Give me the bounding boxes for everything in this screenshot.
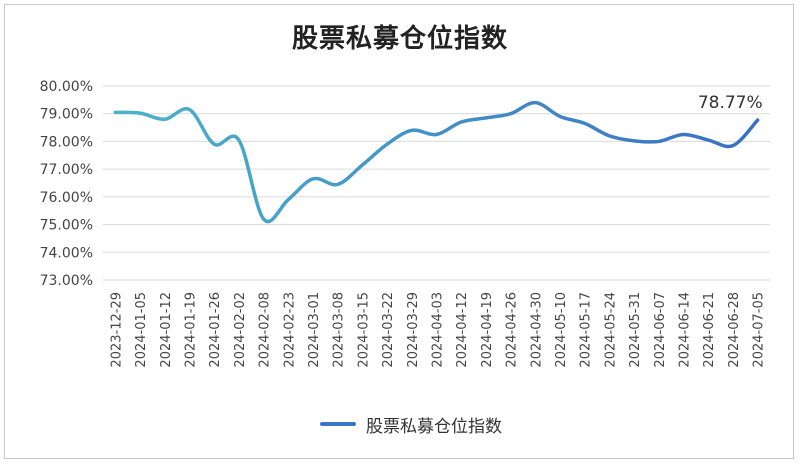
last-value-label: 78.77%: [698, 93, 763, 113]
x-tick-label: 2024-03-08: [332, 292, 347, 368]
y-tick-label: 79.00%: [40, 107, 93, 123]
x-tick-label: 2024-05-17: [579, 292, 594, 368]
series-line: [113, 100, 760, 224]
x-tick-label: 2024-06-07: [653, 292, 668, 368]
x-tick-label: 2024-01-05: [134, 292, 149, 368]
x-tick-label: 2024-01-12: [159, 292, 174, 368]
x-tick-label: 2024-04-30: [529, 292, 544, 368]
x-tick-label: 2024-01-26: [208, 292, 223, 368]
x-tick-label: 2024-02-02: [233, 292, 248, 368]
y-tick-label: 77.00%: [40, 162, 93, 178]
grid-lines: [103, 85, 770, 281]
x-tick-label: 2023-12-29: [109, 292, 124, 368]
y-tick-label: 74.00%: [40, 245, 93, 261]
chart-title: 股票私募仓位指数: [291, 24, 508, 54]
x-tick-label: 2024-06-14: [678, 292, 693, 368]
x-tick-label: 2024-03-01: [307, 292, 322, 368]
y-tick-label: 75.00%: [40, 218, 93, 234]
x-tick-label: 2024-01-19: [183, 292, 198, 368]
chart-frame: [4, 4, 794, 459]
x-tick-label: 2024-02-23: [282, 292, 297, 368]
legend-label: 股票私募仓位指数: [366, 416, 502, 437]
y-tick-label: 80.00%: [40, 79, 93, 95]
x-tick-label: 2024-03-15: [356, 292, 371, 368]
x-tick-label: 2024-04-12: [455, 292, 470, 368]
series-layer: [113, 100, 760, 224]
y-tick-label: 78.00%: [40, 134, 93, 150]
x-tick-label: 2024-05-10: [554, 292, 569, 368]
x-tick-label: 2024-03-22: [381, 292, 396, 368]
y-tick-label: 73.00%: [40, 273, 93, 289]
legend: 股票私募仓位指数: [320, 412, 502, 437]
y-axis-ticks: 80.00% 79.00% 78.00% 77.00% 76.00% 75.00% 74.0…: [40, 79, 93, 289]
x-tick-label: 2024-05-24: [603, 292, 618, 368]
x-tick-label: 2024-06-28: [727, 292, 742, 368]
y-tick-label: 76.00%: [40, 190, 93, 206]
x-axis-ticks: 2023-12-29 2024-01-05 2024-01-12 2024-01-19…: [109, 292, 766, 368]
x-tick-label: 2024-02-08: [258, 292, 273, 368]
legend-swatch: [320, 422, 356, 426]
x-tick-label: 2024-07-05: [752, 292, 767, 368]
data-label-layer: 78.77%: [698, 93, 763, 113]
x-tick-label: 2024-04-03: [431, 292, 446, 368]
x-tick-label: 2024-03-29: [406, 292, 421, 368]
x-tick-label: 2024-04-26: [505, 292, 520, 368]
x-tick-label: 2024-05-31: [628, 292, 643, 368]
x-tick-label: 2024-06-21: [702, 292, 717, 368]
x-tick-label: 2024-04-19: [480, 292, 495, 368]
